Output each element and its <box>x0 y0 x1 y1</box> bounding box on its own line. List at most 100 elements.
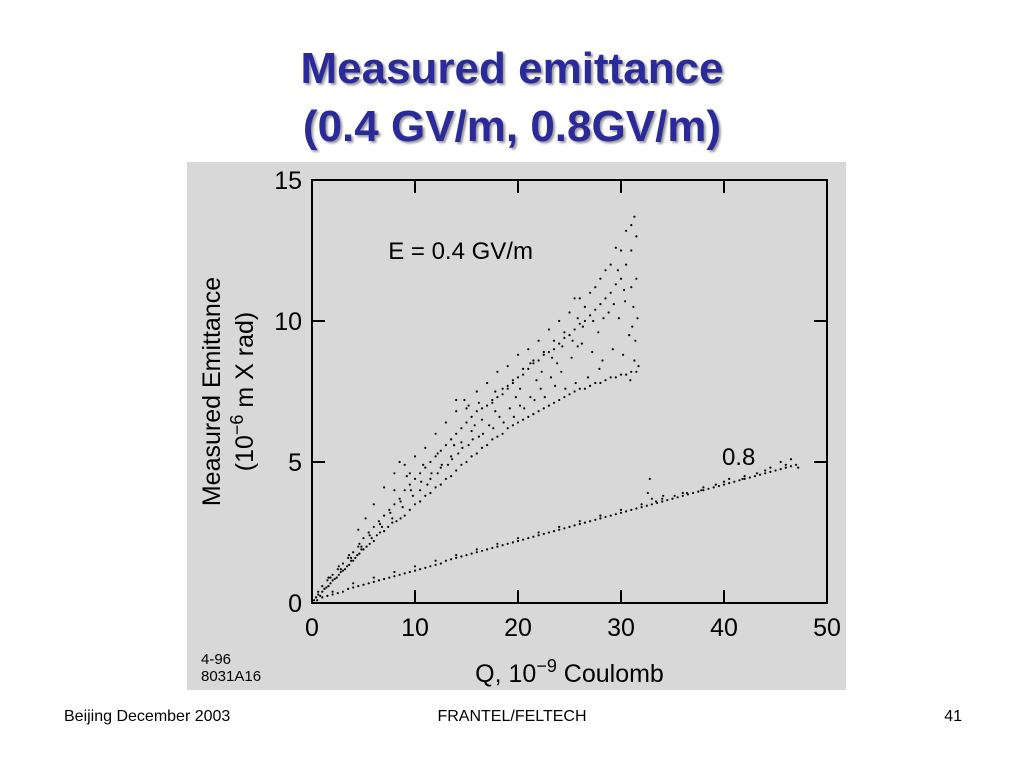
data-point-0p4 <box>622 353 625 356</box>
data-point-0p4 <box>591 350 594 354</box>
data-point-0p8 <box>714 483 717 486</box>
data-point-0p4 <box>496 435 499 438</box>
data-point-0p8 <box>450 558 453 561</box>
data-point-0p8 <box>419 568 422 571</box>
data-point-0p4 <box>356 554 359 557</box>
data-point-0p8 <box>673 494 676 497</box>
data-point-0p4 <box>403 489 406 492</box>
data-point-0p4 <box>450 475 453 478</box>
data-point-0p4 <box>511 379 514 382</box>
data-point-0p8 <box>470 552 473 555</box>
data-point-0p4 <box>380 525 384 528</box>
data-point-0p4 <box>527 348 530 351</box>
data-point-0p4 <box>625 263 628 266</box>
data-point-0p8 <box>578 522 581 526</box>
data-point-0p4 <box>619 249 623 252</box>
data-point-0p4 <box>434 455 437 458</box>
data-point-0p8 <box>475 548 478 551</box>
data-point-0p4 <box>348 563 351 566</box>
data-point-0p4 <box>494 390 497 393</box>
emittance-scatter-plot: 0 10 20 30 40 50 0 5 10 15 E = 0.4 GV/m 0.8 Q, 10−9 … <box>198 167 841 688</box>
data-point-0p4 <box>558 342 561 345</box>
data-point-0p8 <box>558 528 561 531</box>
data-point-0p4 <box>488 424 491 427</box>
data-point-0p8 <box>646 491 649 495</box>
data-point-0p4 <box>395 520 398 523</box>
data-point-0p4 <box>558 319 561 323</box>
data-point-0p4 <box>471 438 474 441</box>
data-point-0p4 <box>439 483 442 486</box>
data-point-0p4 <box>399 517 402 520</box>
data-point-0p4 <box>547 328 550 331</box>
data-point-0p4 <box>358 552 361 555</box>
data-point-0p4 <box>537 359 540 362</box>
data-point-0p4 <box>360 548 363 551</box>
data-point-0p4 <box>633 359 636 362</box>
data-point-0p4 <box>467 404 470 407</box>
data-point-0p4 <box>632 305 635 308</box>
data-point-0p8 <box>393 570 396 574</box>
data-point-0p4 <box>377 520 380 523</box>
data-point-0p4 <box>604 297 607 300</box>
data-point-0p4 <box>362 548 365 551</box>
data-point-0p4 <box>440 463 443 466</box>
data-point-0p4 <box>372 525 375 528</box>
data-point-0p4 <box>594 308 597 311</box>
data-point-0p4 <box>599 381 602 385</box>
data-point-0p8 <box>764 472 767 475</box>
data-point-0p8 <box>460 555 463 558</box>
data-point-0p8 <box>367 582 370 585</box>
data-point-0p4 <box>413 477 417 480</box>
data-point-0p4 <box>465 460 468 464</box>
data-point-0p4 <box>573 297 576 300</box>
data-point-0p4 <box>594 286 597 289</box>
data-point-0p8 <box>413 565 417 568</box>
data-point-0p4 <box>533 398 536 402</box>
data-point-0p4 <box>327 576 330 579</box>
data-point-0p8 <box>619 511 623 514</box>
data-point-0p4 <box>409 489 412 492</box>
data-point-0p8 <box>743 477 746 480</box>
data-point-0p4 <box>501 393 504 396</box>
data-point-0p4 <box>436 452 439 455</box>
data-point-0p4 <box>393 503 396 506</box>
data-point-0p8 <box>372 580 375 583</box>
data-point-0p4 <box>398 497 401 500</box>
data-point-0p4 <box>501 387 504 390</box>
data-point-0p8 <box>573 524 576 527</box>
data-point-0p4 <box>508 407 511 410</box>
data-point-0p4 <box>630 286 633 289</box>
data-point-0p4 <box>491 401 494 404</box>
data-point-0p4 <box>570 356 573 359</box>
data-point-0p4 <box>522 367 525 370</box>
data-point-0p4 <box>617 317 620 320</box>
data-point-0p8 <box>568 525 571 528</box>
data-point-0p4 <box>345 565 349 568</box>
data-point-0p8 <box>635 507 638 510</box>
data-point-0p4 <box>519 404 522 407</box>
data-point-0p4 <box>357 528 360 531</box>
data-point-0p4 <box>556 362 559 365</box>
data-point-0p4 <box>637 365 640 368</box>
data-point-0p4 <box>527 367 530 370</box>
data-point-0p8 <box>774 469 777 472</box>
data-point-0p4 <box>461 446 464 449</box>
y-axis-label-line2: (10−6 m X rad) <box>227 312 259 471</box>
data-point-0p4 <box>362 537 365 540</box>
data-point-0p8 <box>496 545 499 548</box>
data-point-0p4 <box>455 432 458 435</box>
data-point-0p4 <box>429 491 432 495</box>
data-point-0p4 <box>512 415 515 418</box>
data-point-0p8 <box>583 521 586 524</box>
data-point-0p4 <box>635 277 638 280</box>
data-point-0p4 <box>581 325 584 328</box>
data-point-0p8 <box>619 508 623 511</box>
data-point-0p4 <box>589 291 592 294</box>
data-point-0p4 <box>319 594 322 597</box>
data-point-0p8 <box>764 469 767 472</box>
data-point-0p4 <box>516 353 520 356</box>
data-point-0p4 <box>436 472 439 475</box>
data-point-0p4 <box>599 277 602 280</box>
data-point-0p4 <box>511 381 514 385</box>
data-point-0p4 <box>335 576 338 579</box>
